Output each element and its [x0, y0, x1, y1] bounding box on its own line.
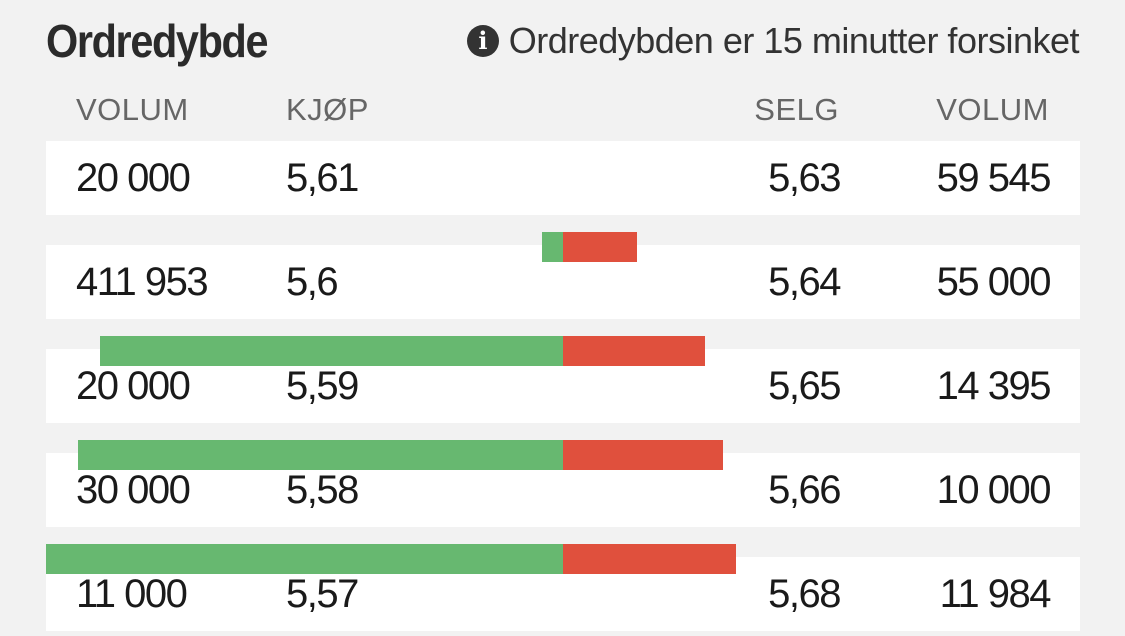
sell-depth-bar: [563, 440, 723, 470]
buy-price-cell: 5,57: [286, 572, 359, 616]
order-row: 411 953 5,6 5,64 55 000: [46, 245, 1080, 319]
buy-price-cell: 5,6: [286, 260, 339, 304]
sell-volume-cell: 59 545: [936, 156, 1052, 200]
sell-price-cell: 5,66: [768, 468, 841, 512]
sell-depth-bar: [563, 232, 637, 262]
sell-price-cell: 5,68: [768, 572, 841, 616]
buy-volume-cell: 30 000: [76, 468, 191, 512]
header-sell-price: SELG: [754, 92, 839, 127]
buy-volume-cell: 11 000: [76, 572, 188, 616]
buy-volume-cell: 411 953: [76, 260, 209, 304]
header: Ordredybde i Ordredybden er 15 minutter …: [0, 0, 1125, 90]
sell-volume-cell: 10 000: [936, 468, 1052, 512]
header-buy-volume: VOLUM: [76, 92, 189, 127]
order-row: 20 000 5,61 5,63 59 545: [46, 141, 1080, 215]
sell-price-cell: 5,63: [768, 156, 841, 200]
header-buy-price: KJØP: [286, 92, 369, 127]
buy-depth-bar: [100, 336, 563, 366]
info-icon[interactable]: i: [466, 25, 499, 57]
header-sell-volume: VOLUM: [936, 92, 1049, 127]
buy-price-cell: 5,59: [286, 364, 359, 408]
buy-depth-bar: [542, 232, 563, 262]
buy-volume-cell: 20 000: [76, 364, 191, 408]
sell-volume-cell: 14 395: [936, 364, 1052, 408]
sell-depth-bar: [563, 544, 736, 574]
buy-volume-cell: 20 000: [76, 156, 191, 200]
column-headers: VOLUM KJØP SELG VOLUM: [0, 88, 1125, 134]
buy-depth-bar: [46, 544, 563, 574]
sell-price-cell: 5,64: [768, 260, 841, 304]
buy-price-cell: 5,61: [286, 156, 359, 200]
sell-volume-cell: 11 984: [939, 572, 1052, 616]
sell-volume-cell: 55 000: [936, 260, 1052, 304]
buy-price-cell: 5,58: [286, 468, 359, 512]
sell-depth-bar: [563, 336, 705, 366]
delay-notice-text: Ordredybden er 15 minutter forsinket: [508, 20, 1080, 61]
page-title: Ordredybde: [46, 15, 269, 67]
sell-price-cell: 5,65: [768, 364, 841, 408]
buy-depth-bar: [78, 440, 563, 470]
delay-notice: i Ordredybden er 15 minutter forsinket: [466, 20, 1080, 62]
